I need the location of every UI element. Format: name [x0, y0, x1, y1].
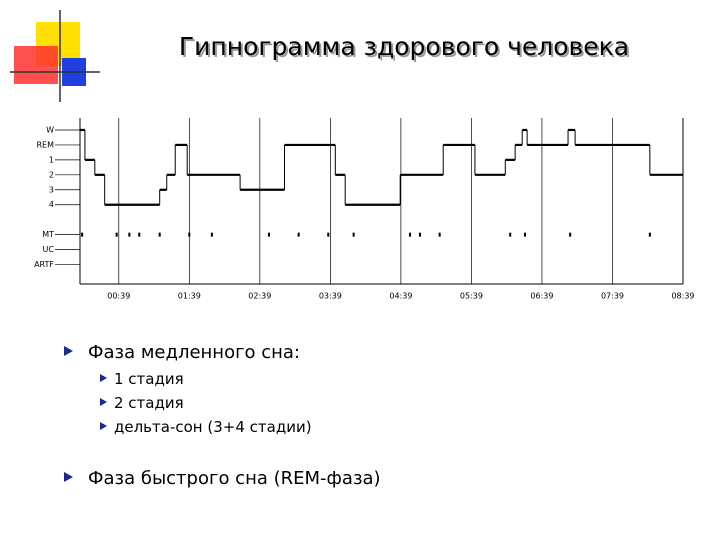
title-shadow: Гипнограмма здорового человека — [181, 34, 631, 63]
movement-mark — [509, 232, 512, 237]
movement-mark — [438, 232, 441, 237]
movement-mark — [128, 232, 131, 237]
movement-mark — [648, 232, 651, 237]
movement-mark — [352, 232, 355, 237]
movement-mark — [569, 232, 572, 237]
y-tick-label: REM — [36, 140, 54, 149]
x-tick-label: 08:39 — [671, 292, 694, 301]
movement-mark — [158, 232, 161, 237]
sub-bullet-icon — [100, 398, 107, 406]
x-tick-label: 04:39 — [389, 292, 412, 301]
sub-bullet-icon — [100, 422, 107, 430]
movement-mark — [409, 232, 412, 237]
y-tick-label: ARTF — [34, 260, 54, 269]
sub-bullet-text: дельта-сон (3+4 стадии) — [114, 418, 312, 436]
y-tick-label: UC — [43, 245, 55, 254]
x-tick-label: 01:39 — [178, 292, 201, 301]
y-tick-label: W — [46, 125, 54, 134]
y-tick-label: 1 — [49, 155, 54, 164]
y-tick-label: 4 — [49, 200, 54, 209]
bullet-icon — [64, 346, 73, 356]
bullet-text: Фаза медленного сна: — [88, 342, 300, 363]
movement-mark — [138, 232, 141, 237]
x-tick-label: 00:39 — [107, 292, 130, 301]
bullet-icon — [64, 472, 73, 482]
hypnogram: W REM 1 2 3 4 MT UC ARTF 00:39 01:39 02:39 03:39 04:3… — [34, 118, 695, 301]
movement-mark — [210, 232, 213, 237]
movement-mark — [327, 232, 330, 237]
x-tick-label: 05:39 — [460, 292, 483, 301]
sub-bullet-text: 1 стадия — [114, 370, 184, 388]
y-tick-label: 3 — [49, 185, 54, 194]
deco-red — [14, 46, 58, 84]
bullet-list: Фаза медленного сна: 1 стадия 2 стадия дель… — [64, 342, 381, 489]
title: Гипнограмма здорового человека — [179, 32, 629, 61]
movement-mark — [268, 232, 271, 237]
movement-mark — [418, 232, 421, 237]
bullet-text: Фаза быстрого сна (REM-фаза) — [88, 468, 381, 489]
movement-mark — [115, 232, 118, 237]
y-tick-label: MT — [42, 230, 54, 239]
x-tick-label: 02:39 — [248, 292, 271, 301]
movement-mark — [524, 232, 527, 237]
sub-bullet-text: 2 стадия — [114, 394, 184, 412]
y-tick-label: 2 — [49, 170, 54, 179]
movement-mark — [81, 232, 84, 237]
movement-mark — [297, 232, 300, 237]
x-tick-label: 03:39 — [319, 292, 342, 301]
sub-bullet-icon — [100, 374, 107, 382]
x-tick-label: 06:39 — [530, 292, 553, 301]
x-tick-label: 07:39 — [601, 292, 624, 301]
movement-mark — [188, 232, 191, 237]
